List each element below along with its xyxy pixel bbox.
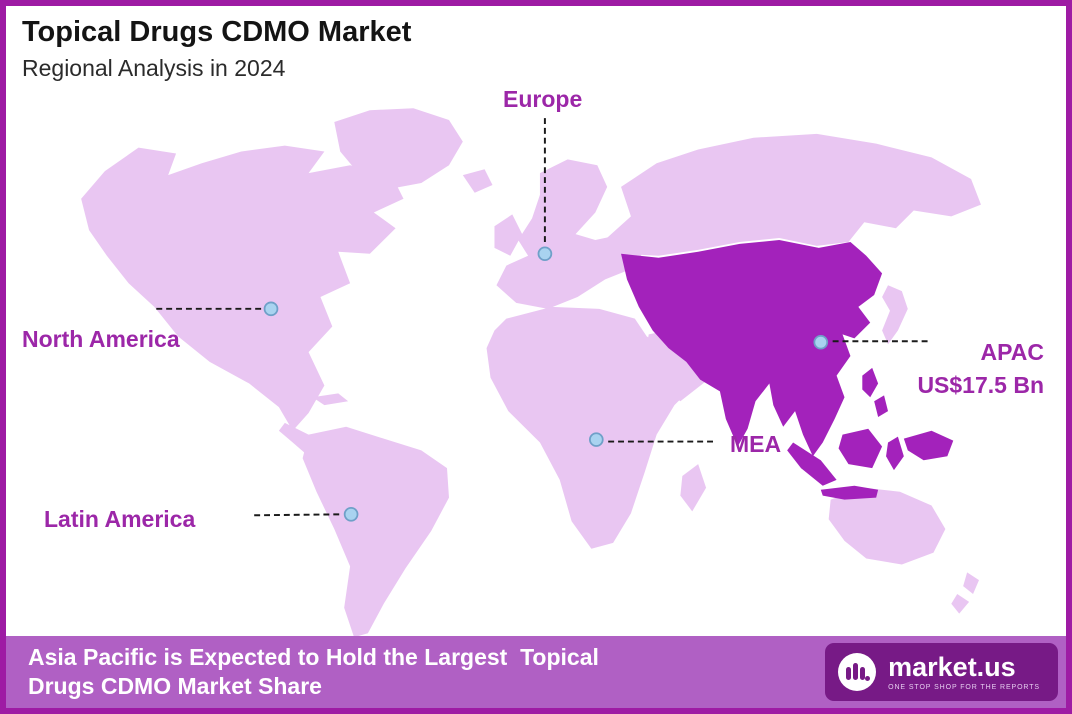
south-america-shape bbox=[302, 426, 449, 638]
marketus-logo-text: market.us ONE STOP SHOP FOR THE REPORTS bbox=[888, 651, 1040, 691]
page-subtitle: Regional Analysis in 2024 bbox=[22, 55, 286, 81]
philippines-shape bbox=[862, 367, 889, 417]
australia-shape bbox=[828, 487, 946, 565]
europe-label: Europe bbox=[503, 86, 583, 112]
madagascar-shape bbox=[680, 464, 707, 512]
north-america-label: North America bbox=[22, 326, 180, 352]
apac-label-text: APAC bbox=[980, 339, 1044, 365]
uk-shape bbox=[494, 214, 523, 256]
mea-label: MEA bbox=[730, 431, 782, 457]
new-guinea-shape bbox=[903, 430, 954, 461]
marketus-logo-icon bbox=[838, 653, 877, 691]
europe-marker bbox=[537, 246, 553, 262]
sulawesi-shape bbox=[886, 436, 904, 471]
russia-shape bbox=[589, 133, 981, 260]
mea-marker bbox=[589, 432, 604, 447]
map-highlighted-region-apac bbox=[621, 240, 954, 500]
footer-banner: Asia Pacific is Expected to Hold the Lar… bbox=[6, 636, 1066, 708]
map-light-landmasses bbox=[81, 108, 981, 638]
marketus-logo: market.us ONE STOP SHOP FOR THE REPORTS bbox=[825, 643, 1058, 701]
iceland-shape bbox=[462, 169, 493, 193]
latin-america-label: Latin America bbox=[44, 506, 196, 532]
latin-america-marker bbox=[343, 507, 359, 522]
world-map bbox=[81, 108, 981, 638]
callout-connectors bbox=[156, 118, 930, 517]
new-zealand-shape bbox=[951, 572, 979, 614]
africa-shape bbox=[486, 306, 697, 549]
north-america-shape bbox=[81, 145, 404, 431]
caribbean-shape bbox=[312, 393, 349, 406]
asia-highlighted-shape bbox=[621, 240, 883, 457]
sumatra-shape bbox=[787, 442, 837, 486]
header: Topical Drugs CDMO Market Regional Analy… bbox=[22, 16, 411, 82]
marketus-logo-name: market.us bbox=[888, 651, 1016, 682]
apac-marker bbox=[813, 334, 829, 350]
borneo-shape bbox=[838, 428, 883, 469]
apac-label: APAC US$17.5 Bn bbox=[917, 336, 1044, 403]
europe-shape bbox=[496, 159, 645, 309]
marketus-logo-tagline: ONE STOP SHOP FOR THE REPORTS bbox=[888, 683, 1040, 691]
banner-headline: Asia Pacific is Expected to Hold the Lar… bbox=[28, 643, 599, 699]
java-shape bbox=[820, 485, 879, 500]
apac-value: US$17.5 Bn bbox=[917, 372, 1044, 399]
japan-shape bbox=[882, 285, 908, 345]
greenland-shape bbox=[334, 108, 463, 189]
north-america-marker bbox=[263, 301, 279, 317]
latin-america-connector bbox=[254, 513, 343, 517]
region-markers bbox=[263, 246, 829, 522]
page-title: Topical Drugs CDMO Market bbox=[22, 16, 412, 48]
